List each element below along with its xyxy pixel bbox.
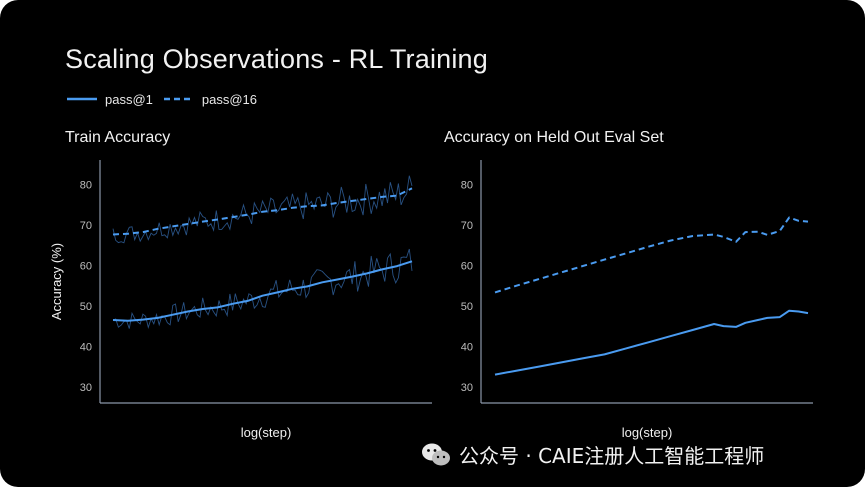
y-tick-label: 50 <box>461 301 473 313</box>
y-axis-label: Accuracy (%) <box>49 243 64 320</box>
legend-dashed-line-icon <box>163 97 194 101</box>
series-line-pass-16 <box>494 216 809 294</box>
y-tick-label: 30 <box>80 382 92 394</box>
x-axis-label: log(step) <box>241 425 292 440</box>
legend-solid-line-icon <box>67 97 97 101</box>
series-noise-pass-16 <box>112 175 413 244</box>
legend: pass@1 pass@16 <box>66 90 257 108</box>
y-tick-label: 50 <box>80 301 92 313</box>
series-line-pass-16 <box>112 187 413 236</box>
legend-item-pass1: pass@1 <box>66 92 153 107</box>
figure-title: Scaling Observations - RL Training <box>65 44 488 74</box>
panel-title-train: Train Accuracy <box>65 129 171 146</box>
series-line-pass-1 <box>494 309 809 376</box>
y-tick-label: 60 <box>461 260 473 272</box>
legend-item-pass16: pass@16 <box>163 92 257 107</box>
series-line-pass-1 <box>112 260 413 322</box>
panel-title-eval: Accuracy on Held Out Eval Set <box>444 129 664 146</box>
legend-label-pass1: pass@1 <box>105 91 153 107</box>
y-tick-label: 40 <box>461 341 473 353</box>
watermark-text: 公众号 · CAIE注册人工智能工程师 <box>459 444 765 468</box>
watermark: 公众号 · CAIE注册人工智能工程师 <box>421 440 764 469</box>
wechat-icon <box>422 443 450 465</box>
y-tick-label: 80 <box>80 179 92 191</box>
y-tick-label: 80 <box>461 179 473 191</box>
y-tick-label: 70 <box>461 220 473 232</box>
y-tick-label: 40 <box>80 341 92 353</box>
legend-label-pass16: pass@16 <box>201 91 258 107</box>
y-tick-label: 70 <box>80 220 92 232</box>
y-tick-label: 60 <box>80 260 92 272</box>
y-tick-label: 30 <box>461 382 473 394</box>
x-axis-label: log(step) <box>622 425 673 440</box>
series-noise-pass-1 <box>112 248 413 330</box>
